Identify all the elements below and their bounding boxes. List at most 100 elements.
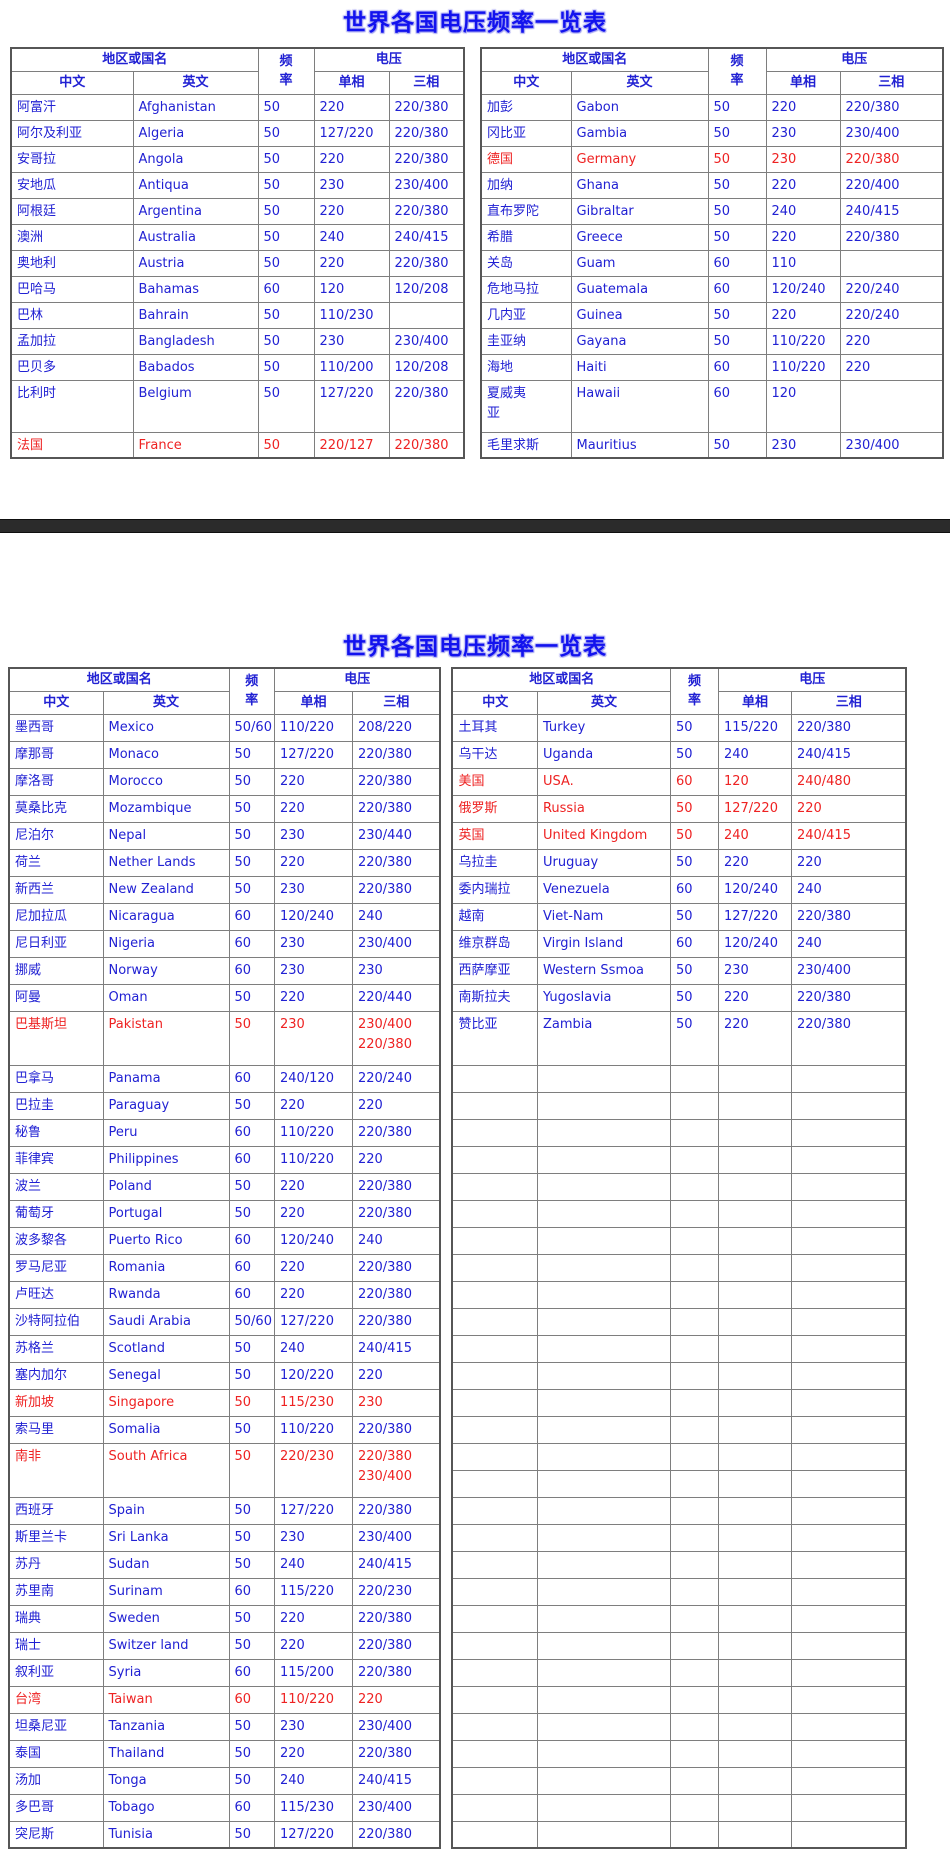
empty-cell [536, 1361, 671, 1390]
country-en: Norway [102, 956, 230, 985]
frequency: 50 [669, 848, 719, 877]
frequency: 60 [707, 379, 767, 433]
empty-cell [669, 1442, 719, 1471]
voltage-single: 120/220 [273, 1361, 353, 1390]
country-cn: 西萨摩亚 [451, 956, 538, 985]
voltage-three: 230/400 [351, 1793, 441, 1822]
country-cn: 坦桑尼亚 [8, 1712, 104, 1741]
voltage-table-top-right: 地区或国名频率电压 中文 英文 单相 三相 加彭 Gabon 50 220 220/380 冈比亚 G… [480, 47, 944, 459]
country-en: Angola [132, 145, 259, 173]
voltage-single: 127/220 [273, 1820, 353, 1849]
voltage-three: 220/440 [351, 983, 441, 1012]
frequency: 50 [669, 983, 719, 1012]
voltage-three: 220/380 [388, 249, 465, 277]
country-en: Argentina [132, 197, 259, 225]
empty-cell [717, 1361, 792, 1390]
frequency: 50 [228, 1739, 275, 1768]
frequency: 50 [228, 1091, 275, 1120]
country-cn: 危地马拉 [480, 275, 572, 303]
country-cn: 赞比亚 [451, 1010, 538, 1066]
empty-cell [536, 1226, 671, 1255]
header-single-phase: 单相 [765, 70, 841, 95]
frequency: 60 [707, 249, 767, 277]
country-cn: 斯里兰卡 [8, 1523, 104, 1552]
country-en: Australia [132, 223, 259, 251]
empty-cell [790, 1334, 907, 1363]
empty-row [451, 1631, 907, 1660]
table-row: 阿根廷 Argentina 50 220 220/380 [10, 197, 465, 225]
empty-row [451, 1334, 907, 1363]
country-cn: 毛里求斯 [480, 431, 572, 459]
header-chinese: 中文 [8, 690, 104, 715]
empty-cell [669, 1712, 719, 1741]
empty-cell [790, 1658, 907, 1687]
table-row: 巴拉圭 Paraguay 50 220 220 [8, 1091, 441, 1120]
voltage-three: 220/380 [790, 983, 907, 1012]
empty-cell [790, 1442, 907, 1471]
frequency: 60 [228, 1577, 275, 1606]
frequency: 50 [228, 821, 275, 850]
frequency: 60 [257, 275, 315, 303]
country-en: Gabon [570, 93, 709, 121]
header-voltage: 电压 [765, 47, 944, 72]
empty-cell [536, 1550, 671, 1579]
empty-row [451, 1388, 907, 1417]
empty-cell [717, 1172, 792, 1201]
voltage-single: 220 [273, 1091, 353, 1120]
table-row: 加彭 Gabon 50 220 220/380 [480, 93, 944, 121]
country-en: Ghana [570, 171, 709, 199]
empty-cell [669, 1253, 719, 1282]
voltage-single: 230 [765, 119, 841, 147]
voltage-three: 220/380 [351, 848, 441, 877]
frequency: 50 [228, 875, 275, 904]
table-row: 安地瓜 Antiqua 50 230 230/400 [10, 171, 465, 199]
header-chinese: 中文 [480, 70, 572, 95]
country-en: Mexico [102, 713, 230, 742]
frequency: 60 [228, 1685, 275, 1714]
voltage-single: 220 [313, 93, 390, 121]
empty-row [451, 1469, 907, 1498]
frequency: 50 [669, 713, 719, 742]
voltage-three: 220/380 [351, 1253, 441, 1282]
voltage-three: 220/380 [351, 1280, 441, 1309]
country-en: Peru [102, 1118, 230, 1147]
country-en: Morocco [102, 767, 230, 796]
table-row: 台湾 Taiwan 60 110/220 220 [8, 1685, 441, 1714]
empty-cell [717, 1226, 792, 1255]
voltage-three: 230/400 [790, 956, 907, 985]
empty-cell [717, 1199, 792, 1228]
table-header: 地区或国名频率电压 中文 英文 单相 三相 [10, 47, 465, 95]
voltage-single: 240 [273, 1550, 353, 1579]
country-en: Germany [570, 145, 709, 173]
voltage-three: 220 [351, 1685, 441, 1714]
voltage-single: 220 [273, 1604, 353, 1633]
country-cn: 关岛 [480, 249, 572, 277]
country-en: Tobago [102, 1793, 230, 1822]
country-cn: 菲律宾 [8, 1145, 104, 1174]
voltage-single: 127/220 [273, 740, 353, 769]
table-row: 新西兰 New Zealand 50 230 220/380 [8, 875, 441, 904]
section-bottom: 世界各国电压频率一览表 地区或国名频率电压 中文 英文 单相 三相 墨西哥 Mexico 50… [0, 633, 950, 1849]
frequency: 60 [228, 1145, 275, 1174]
frequency: 50 [707, 171, 767, 199]
country-cn: 乌拉圭 [451, 848, 538, 877]
country-cn: 叙利亚 [8, 1658, 104, 1687]
voltage-single: 110/220 [765, 327, 841, 355]
empty-cell [451, 1226, 538, 1255]
empty-cell [451, 1577, 538, 1606]
country-cn: 南非 [8, 1442, 104, 1498]
table-row: 挪威 Norway 60 230 230 [8, 956, 441, 985]
voltage-three: 220/380 [351, 1496, 441, 1525]
country-en: Russia [536, 794, 671, 823]
empty-cell [790, 1172, 907, 1201]
country-cn: 维京群岛 [451, 929, 538, 958]
country-en: Portugal [102, 1199, 230, 1228]
frequency: 50 [669, 821, 719, 850]
table-row: 阿富汗 Afghanistan 50 220 220/380 [10, 93, 465, 121]
table-row: 乌干达 Uganda 50 240 240/415 [451, 740, 907, 769]
table-header: 地区或国名频率电压 中文 英文 单相 三相 [451, 667, 907, 715]
empty-cell [669, 1793, 719, 1822]
country-cn: 泰国 [8, 1739, 104, 1768]
header-row-2: 中文 英文 单相 三相 [480, 70, 944, 95]
voltage-single: 110/220 [765, 353, 841, 381]
